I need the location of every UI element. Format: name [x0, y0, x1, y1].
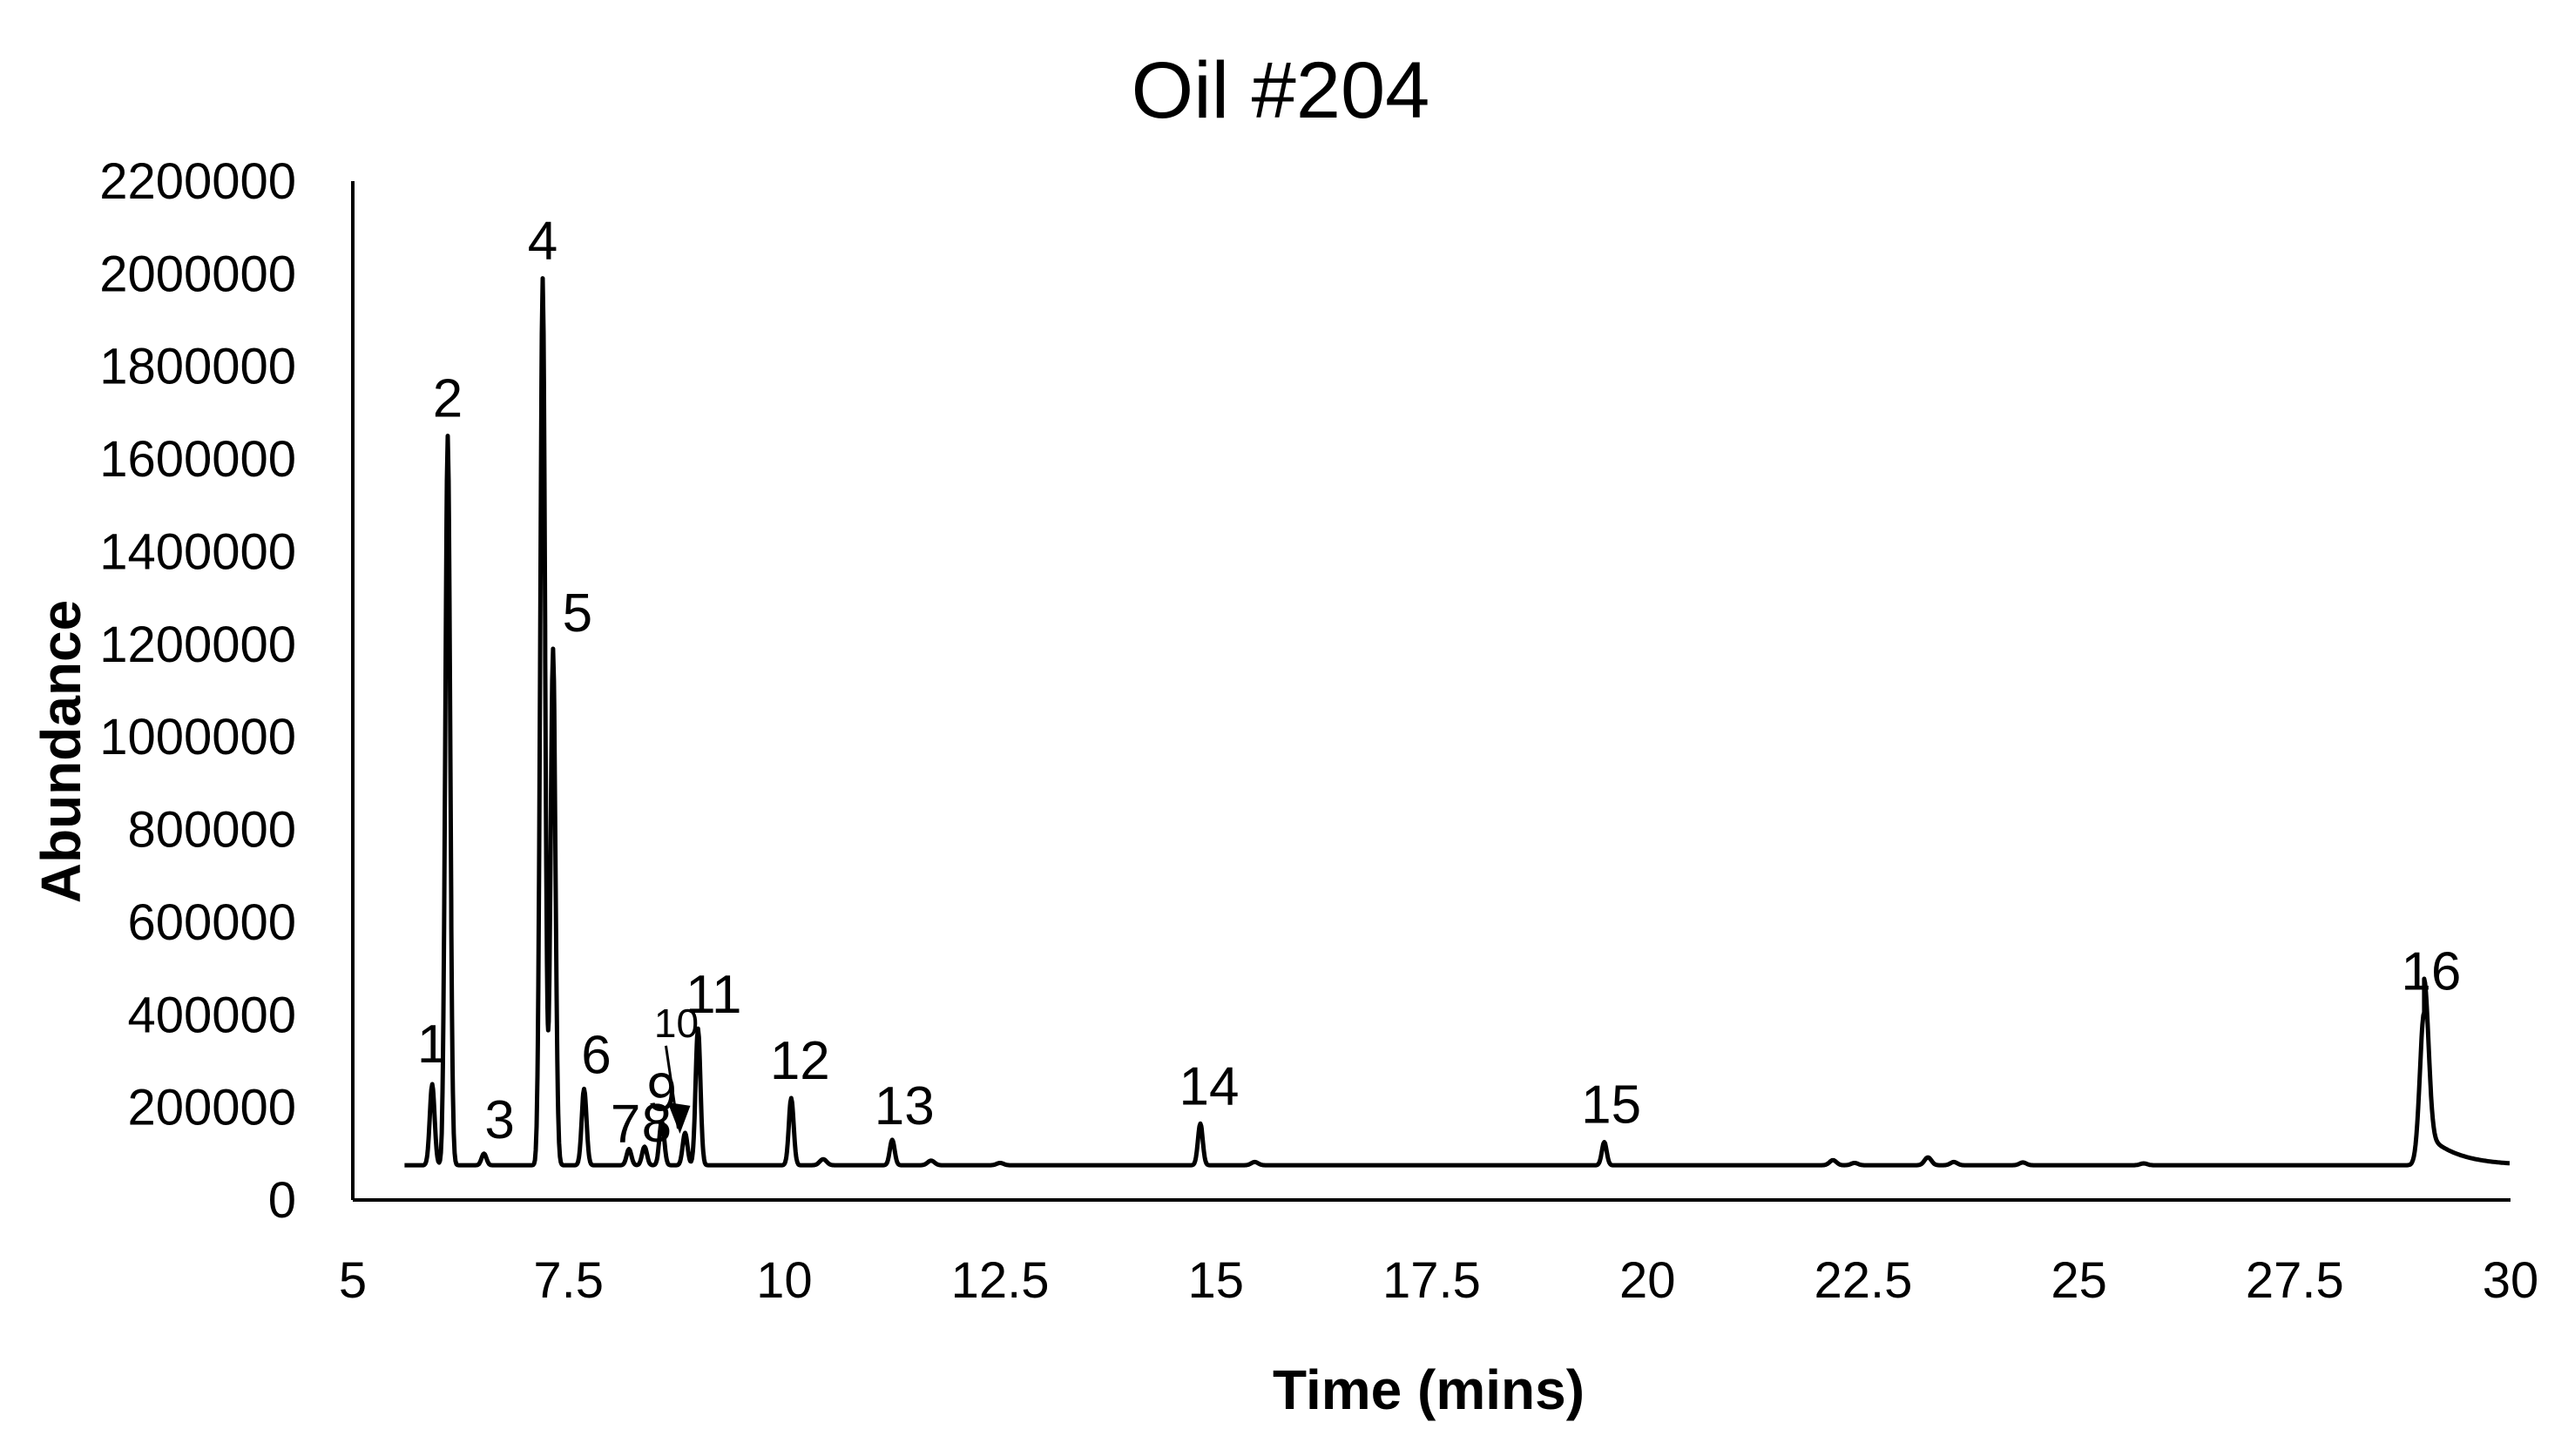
x-tick-labels: 5 7.5 10 12.5 15 17.5 20 22.5 25 27.5 30: [339, 1252, 2538, 1309]
peak-label-15: 15: [1581, 1075, 1641, 1136]
peak-label-7: 7: [611, 1095, 640, 1155]
x-tick-label: 30: [2483, 1252, 2539, 1309]
x-tick-label: 10: [756, 1252, 813, 1309]
y-tick-label: 800000: [127, 802, 296, 859]
x-tick-label: 25: [2051, 1252, 2107, 1309]
y-tick-label: 200000: [127, 1080, 296, 1136]
peak-label-5: 5: [563, 583, 592, 644]
x-tick-label: 17.5: [1382, 1252, 1481, 1309]
x-tick-label: 15: [1188, 1252, 1245, 1309]
y-tick-label: 2000000: [99, 246, 296, 302]
peak-label-10: 10: [654, 1001, 699, 1046]
y-tick-labels: 0 200000 400000 600000 800000 1000000 1200000 1…: [99, 153, 296, 1229]
x-tick-label: 22.5: [1814, 1252, 1912, 1309]
x-tick-label: 20: [1619, 1252, 1676, 1309]
peak-10-arrowhead: [667, 1102, 691, 1134]
x-tick-label: 27.5: [2246, 1252, 2344, 1309]
y-axis-label: Abundance: [30, 600, 92, 903]
peak-label-14: 14: [1179, 1056, 1239, 1116]
y-tick-label: 600000: [127, 894, 296, 951]
peak-label-16: 16: [2401, 942, 2461, 1002]
y-tick-label: 1000000: [99, 709, 296, 765]
x-axis-label: Time (mins): [1273, 1358, 1585, 1421]
y-tick-label: 2200000: [99, 153, 296, 210]
peak-label-6: 6: [581, 1025, 611, 1085]
chart-title: Oil #204: [1132, 46, 1430, 135]
x-tick-label: 7.5: [533, 1252, 604, 1309]
y-tick-label: 1600000: [99, 431, 296, 488]
y-tick-label: 1800000: [99, 339, 296, 395]
y-tick-label: 0: [268, 1172, 296, 1229]
y-tick-label: 400000: [127, 987, 296, 1043]
peak-label-4: 4: [528, 212, 558, 272]
chromatogram-trace: [402, 276, 2511, 1168]
x-tick-label: 5: [339, 1252, 367, 1309]
peak-label-2: 2: [433, 369, 463, 429]
peak-label-1: 1: [417, 1014, 447, 1075]
peak-label-11: 11: [686, 965, 741, 1025]
peak-label-8: 8: [642, 1094, 672, 1154]
peak-label-3: 3: [484, 1090, 514, 1150]
x-tick-label: 12.5: [951, 1252, 1050, 1309]
peak-label-13: 13: [875, 1076, 935, 1136]
peak-label-12: 12: [770, 1031, 830, 1091]
y-tick-label: 1200000: [99, 617, 296, 673]
y-tick-label: 1400000: [99, 523, 296, 580]
